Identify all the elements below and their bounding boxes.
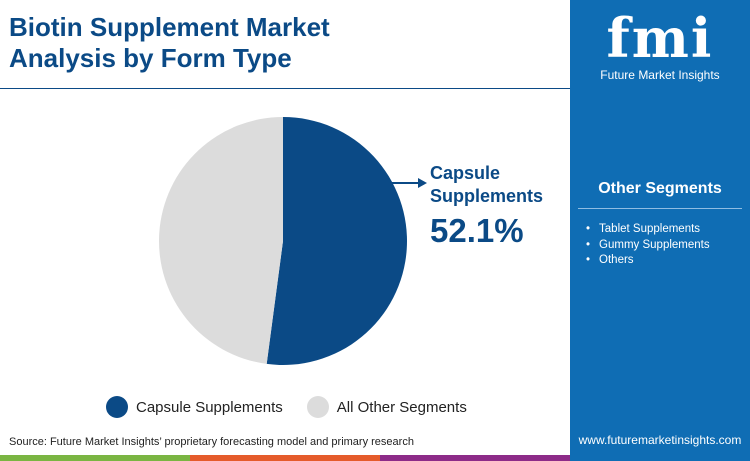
list-item: Others xyxy=(586,253,710,269)
fmi-logo: fmi Future Market Insights xyxy=(590,8,730,88)
website-link[interactable]: www.futuremarketinsights.com xyxy=(578,433,742,447)
logo-mark: fmi xyxy=(606,6,714,70)
pie-slice-capsule-supplements xyxy=(266,117,407,366)
chart-title: Biotin Supplement Market Analysis by For… xyxy=(9,12,330,73)
footer-bar-green xyxy=(0,455,190,461)
source-note: Source: Future Market Insights’ propriet… xyxy=(9,436,414,448)
callout: Capsule Supplements 52.1% xyxy=(392,162,560,250)
brand-name: Future Market Insights xyxy=(600,68,720,82)
list-item: Gummy Supplements xyxy=(586,238,710,254)
pie-chart xyxy=(159,117,407,366)
footer-bar-purple xyxy=(380,455,570,461)
legend-swatch-other xyxy=(306,396,329,418)
side-panel: fmi Future Market Insights Other Segment… xyxy=(570,0,750,461)
footer-bar-orange xyxy=(190,455,380,461)
legend-label-capsule: Capsule Supplements xyxy=(136,398,283,416)
legend-swatch-capsule xyxy=(106,396,128,418)
divider xyxy=(578,208,742,209)
arrow-icon xyxy=(392,178,427,188)
legend-label-other: All Other Segments xyxy=(336,398,467,416)
legend: Capsule Supplements All Other Segments xyxy=(106,396,467,418)
callout-value: 52.1% xyxy=(430,212,524,249)
other-segments-list: Tablet Supplements Gummy Supplements Oth… xyxy=(586,222,710,269)
divider xyxy=(0,88,570,89)
callout-label: Capsule Supplements xyxy=(430,163,544,206)
pie-slice-all-other-segments xyxy=(159,117,283,364)
list-item: Tablet Supplements xyxy=(586,222,710,238)
other-segments-title: Other Segments xyxy=(598,180,722,197)
